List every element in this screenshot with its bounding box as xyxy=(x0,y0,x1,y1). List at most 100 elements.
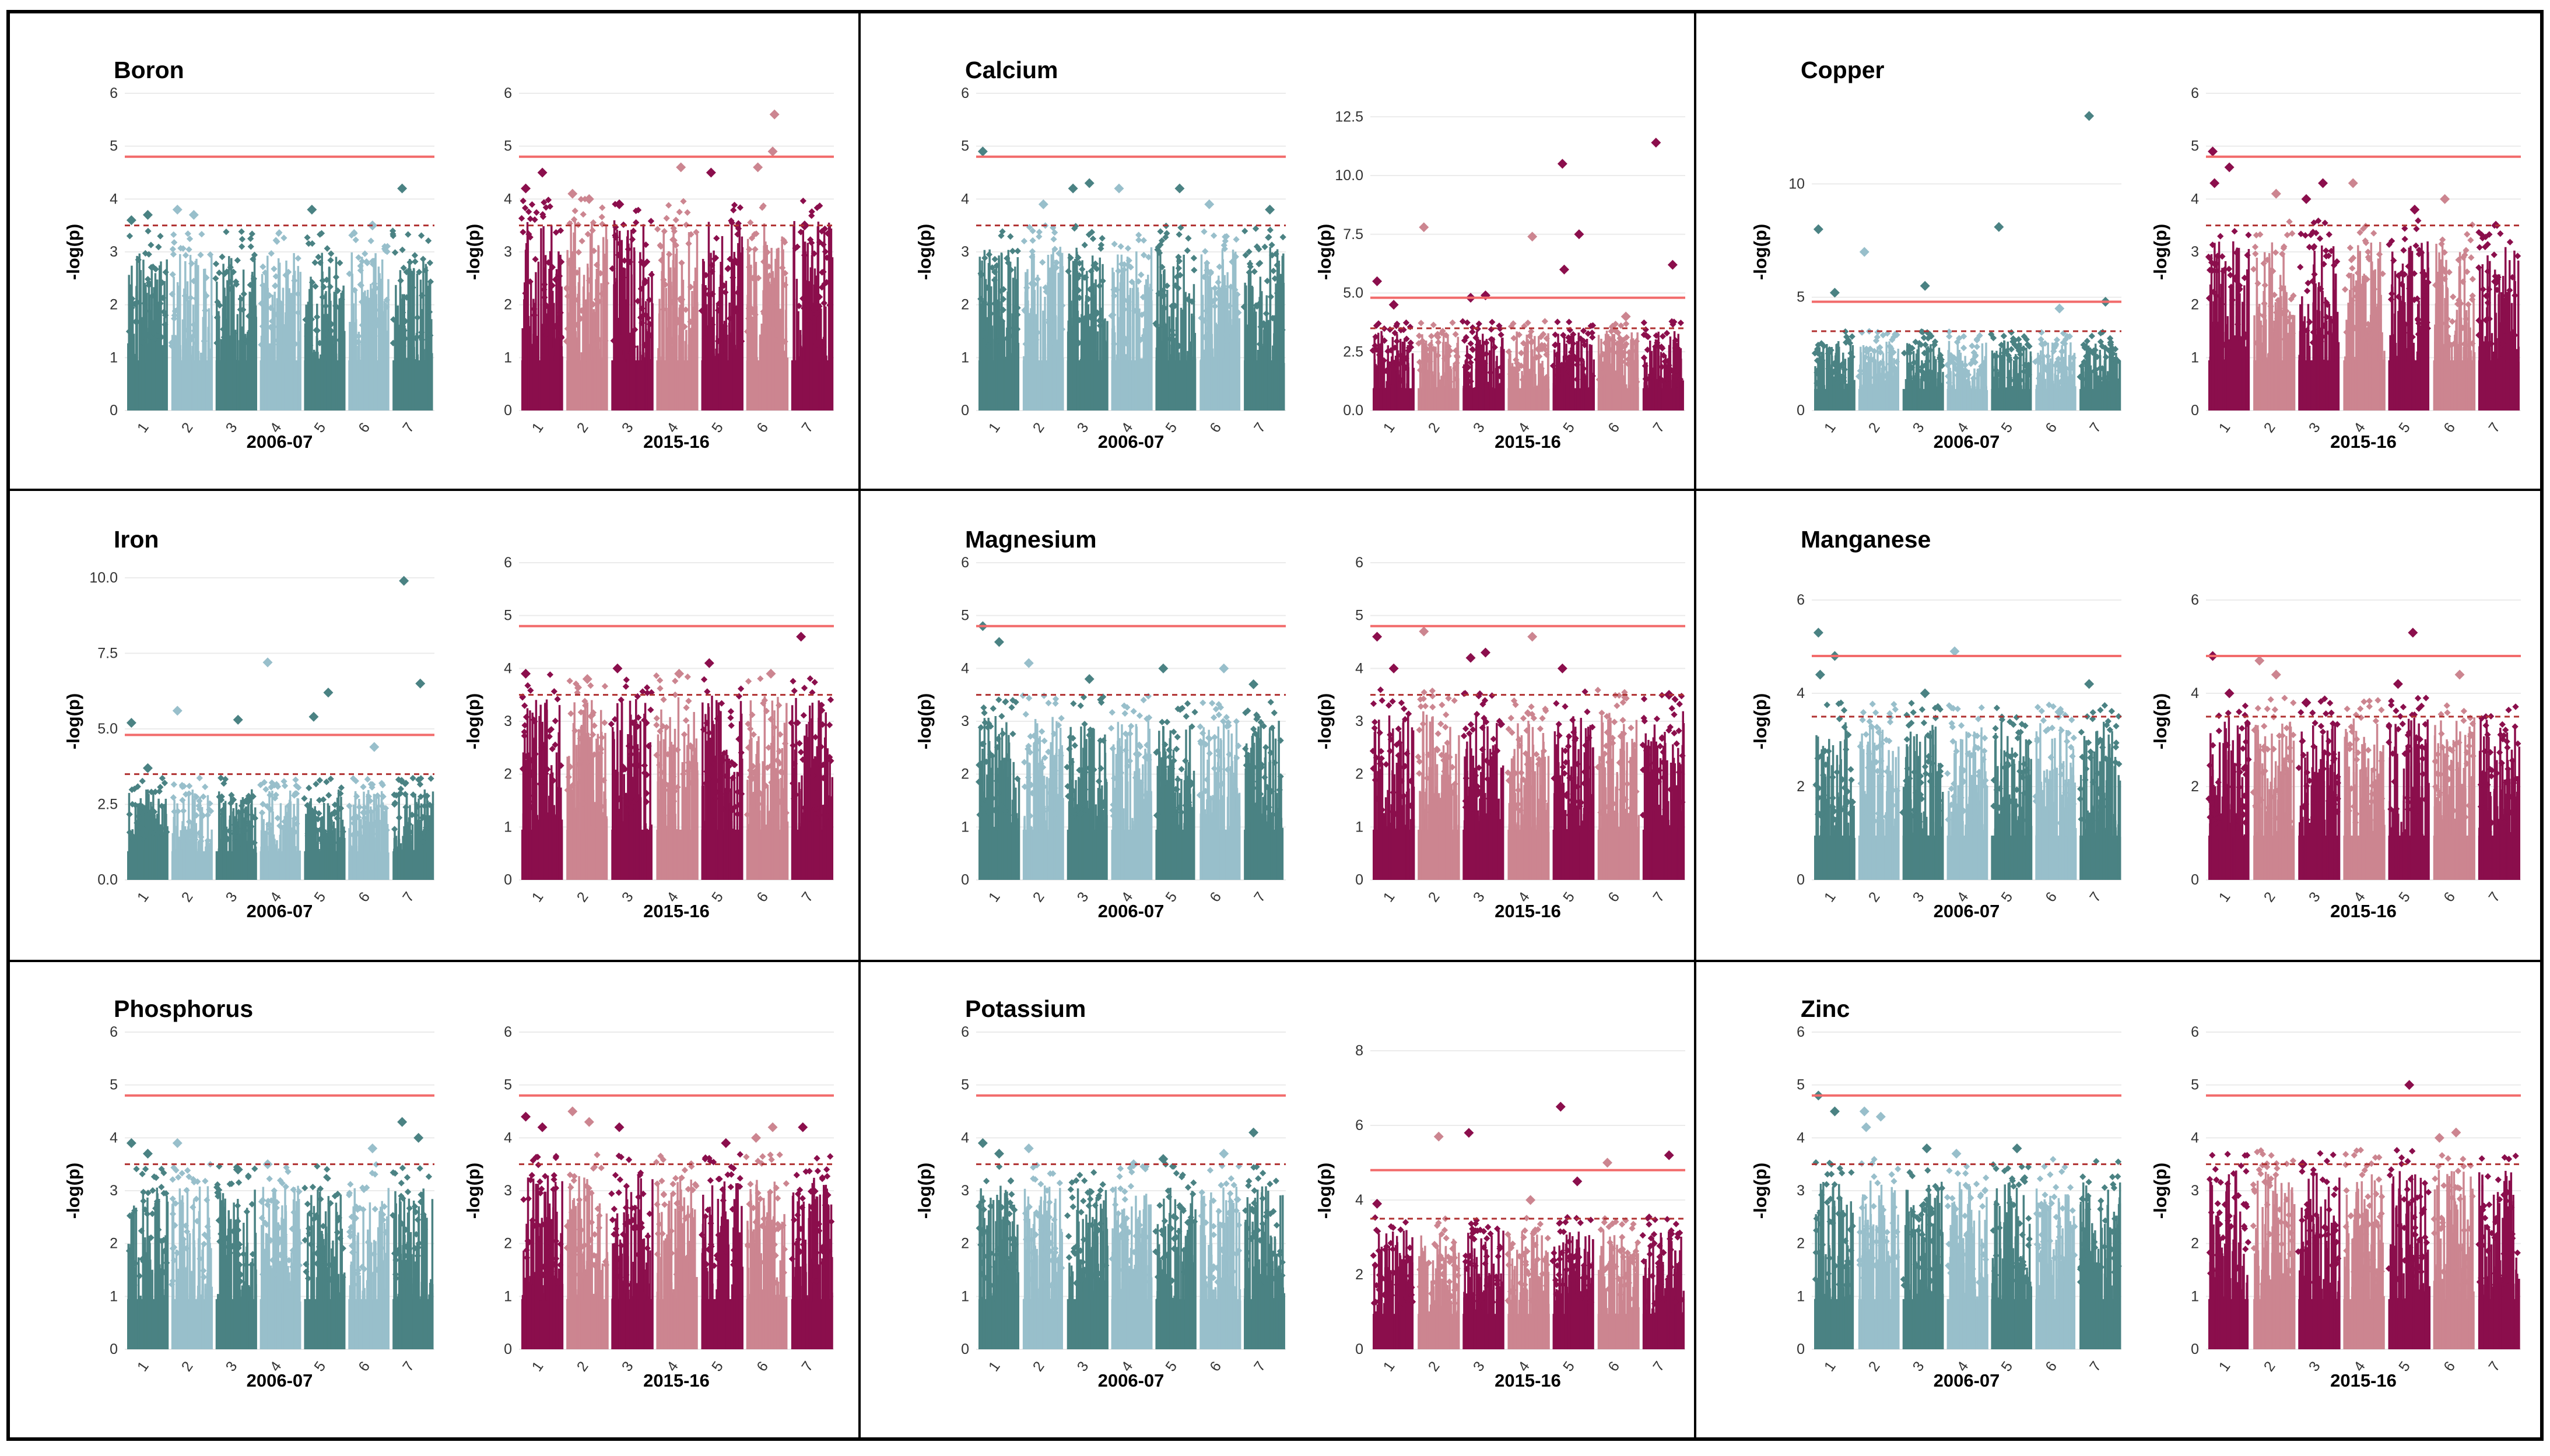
snp-point xyxy=(1476,321,1482,327)
point-stack xyxy=(2051,352,2054,411)
peak-point xyxy=(173,205,183,215)
y-tick-label: 5 xyxy=(1797,289,1805,306)
point-stack xyxy=(1039,361,1041,411)
snp-point xyxy=(1589,334,1595,341)
y-tick-label: 1 xyxy=(110,349,118,366)
point-stack xyxy=(1044,297,1046,411)
point-stack xyxy=(1488,389,1490,411)
point-stack xyxy=(2110,390,2113,411)
snp-point xyxy=(2262,282,2268,288)
peak-point xyxy=(1419,222,1429,232)
y-tick-label: 2 xyxy=(2191,297,2199,313)
chromosome-band-5 xyxy=(699,202,745,411)
point-stack xyxy=(2030,352,2032,411)
point-stack xyxy=(1937,378,1939,411)
point-stack xyxy=(1129,348,1131,411)
chromosome-tick-label: 5 xyxy=(1162,420,1180,436)
point-stack xyxy=(381,259,384,411)
point-stack xyxy=(2291,327,2293,411)
y-axis-title: -log(p) xyxy=(1750,224,1770,280)
snp-point xyxy=(327,257,334,264)
point-stack xyxy=(648,349,650,411)
point-stack xyxy=(1278,326,1280,411)
snp-point xyxy=(1009,248,1016,254)
point-stack xyxy=(1653,377,1655,411)
point-stack xyxy=(1647,388,1649,411)
snp-point xyxy=(663,215,669,222)
snp-point xyxy=(234,257,241,264)
point-stack xyxy=(1875,390,1877,411)
point-stack xyxy=(1077,311,1079,411)
y-tick-label: 4 xyxy=(110,191,118,207)
point-stack xyxy=(1481,389,1483,411)
point-stack xyxy=(1208,276,1211,411)
snp-points xyxy=(518,110,833,411)
y-tick-label: 5 xyxy=(110,138,118,155)
chromosome-tick-label: 6 xyxy=(753,420,771,436)
snp-point xyxy=(1176,265,1182,271)
point-stack xyxy=(2212,322,2215,411)
snp-points xyxy=(2205,146,2521,411)
point-stack xyxy=(244,334,247,411)
snp-point xyxy=(576,249,582,255)
point-stack xyxy=(829,225,832,411)
point-stack xyxy=(780,343,782,411)
snp-point xyxy=(1201,229,1207,235)
peak-point xyxy=(1204,199,1214,209)
y-axis-title: -log(p) xyxy=(1314,224,1335,280)
point-stack xyxy=(691,291,693,411)
point-stack xyxy=(1637,360,1639,411)
y-tick-label: 10 xyxy=(1788,176,1805,192)
point-stack xyxy=(1664,363,1667,411)
snp-point xyxy=(202,307,208,314)
snp-point xyxy=(1050,236,1057,243)
point-stack xyxy=(2330,316,2332,411)
snp-point xyxy=(1974,343,1980,350)
point-stack xyxy=(2300,362,2303,411)
chromosome-tick-label: 2 xyxy=(178,420,197,436)
chromosome-tick-label: 2 xyxy=(1425,420,1443,436)
snp-point xyxy=(1428,333,1434,339)
point-stack xyxy=(1142,359,1144,411)
point-stack xyxy=(1980,387,1983,411)
snp-point xyxy=(198,231,205,237)
point-stack xyxy=(1471,384,1473,411)
chromosome-band-4 xyxy=(1108,231,1153,411)
snp-point xyxy=(520,229,526,235)
chromosome-band-7 xyxy=(1241,225,1286,411)
chromosome-band-5 xyxy=(1152,223,1197,411)
point-stack xyxy=(613,284,615,411)
snp-point xyxy=(572,208,578,214)
point-stack xyxy=(1089,326,1091,411)
snp-point xyxy=(268,250,275,257)
snp-point xyxy=(163,269,169,275)
point-stack xyxy=(2377,362,2380,411)
peak-point xyxy=(1920,281,1930,291)
snp-point xyxy=(2252,244,2258,250)
point-stack xyxy=(234,341,237,411)
snp-point xyxy=(1488,326,1495,332)
point-stack xyxy=(1074,259,1076,411)
point-stack xyxy=(2289,311,2291,411)
snp-point xyxy=(518,215,525,222)
snp-point xyxy=(1184,247,1191,254)
point-stack xyxy=(1428,385,1430,411)
point-stack xyxy=(667,363,669,411)
point-stack xyxy=(1104,318,1106,411)
point-stack xyxy=(273,362,275,411)
point-stack xyxy=(395,285,397,411)
peak-point xyxy=(521,184,531,194)
point-stack xyxy=(1252,362,1254,411)
snp-point xyxy=(533,209,539,216)
point-stack xyxy=(1047,282,1049,411)
point-stack xyxy=(1149,363,1151,411)
point-stack xyxy=(1985,387,1987,411)
point-stack xyxy=(2087,357,2089,411)
snp-point xyxy=(333,274,339,280)
point-stack xyxy=(764,334,767,411)
y-tick-label: 3 xyxy=(2191,244,2199,260)
snp-point xyxy=(1960,345,1967,351)
